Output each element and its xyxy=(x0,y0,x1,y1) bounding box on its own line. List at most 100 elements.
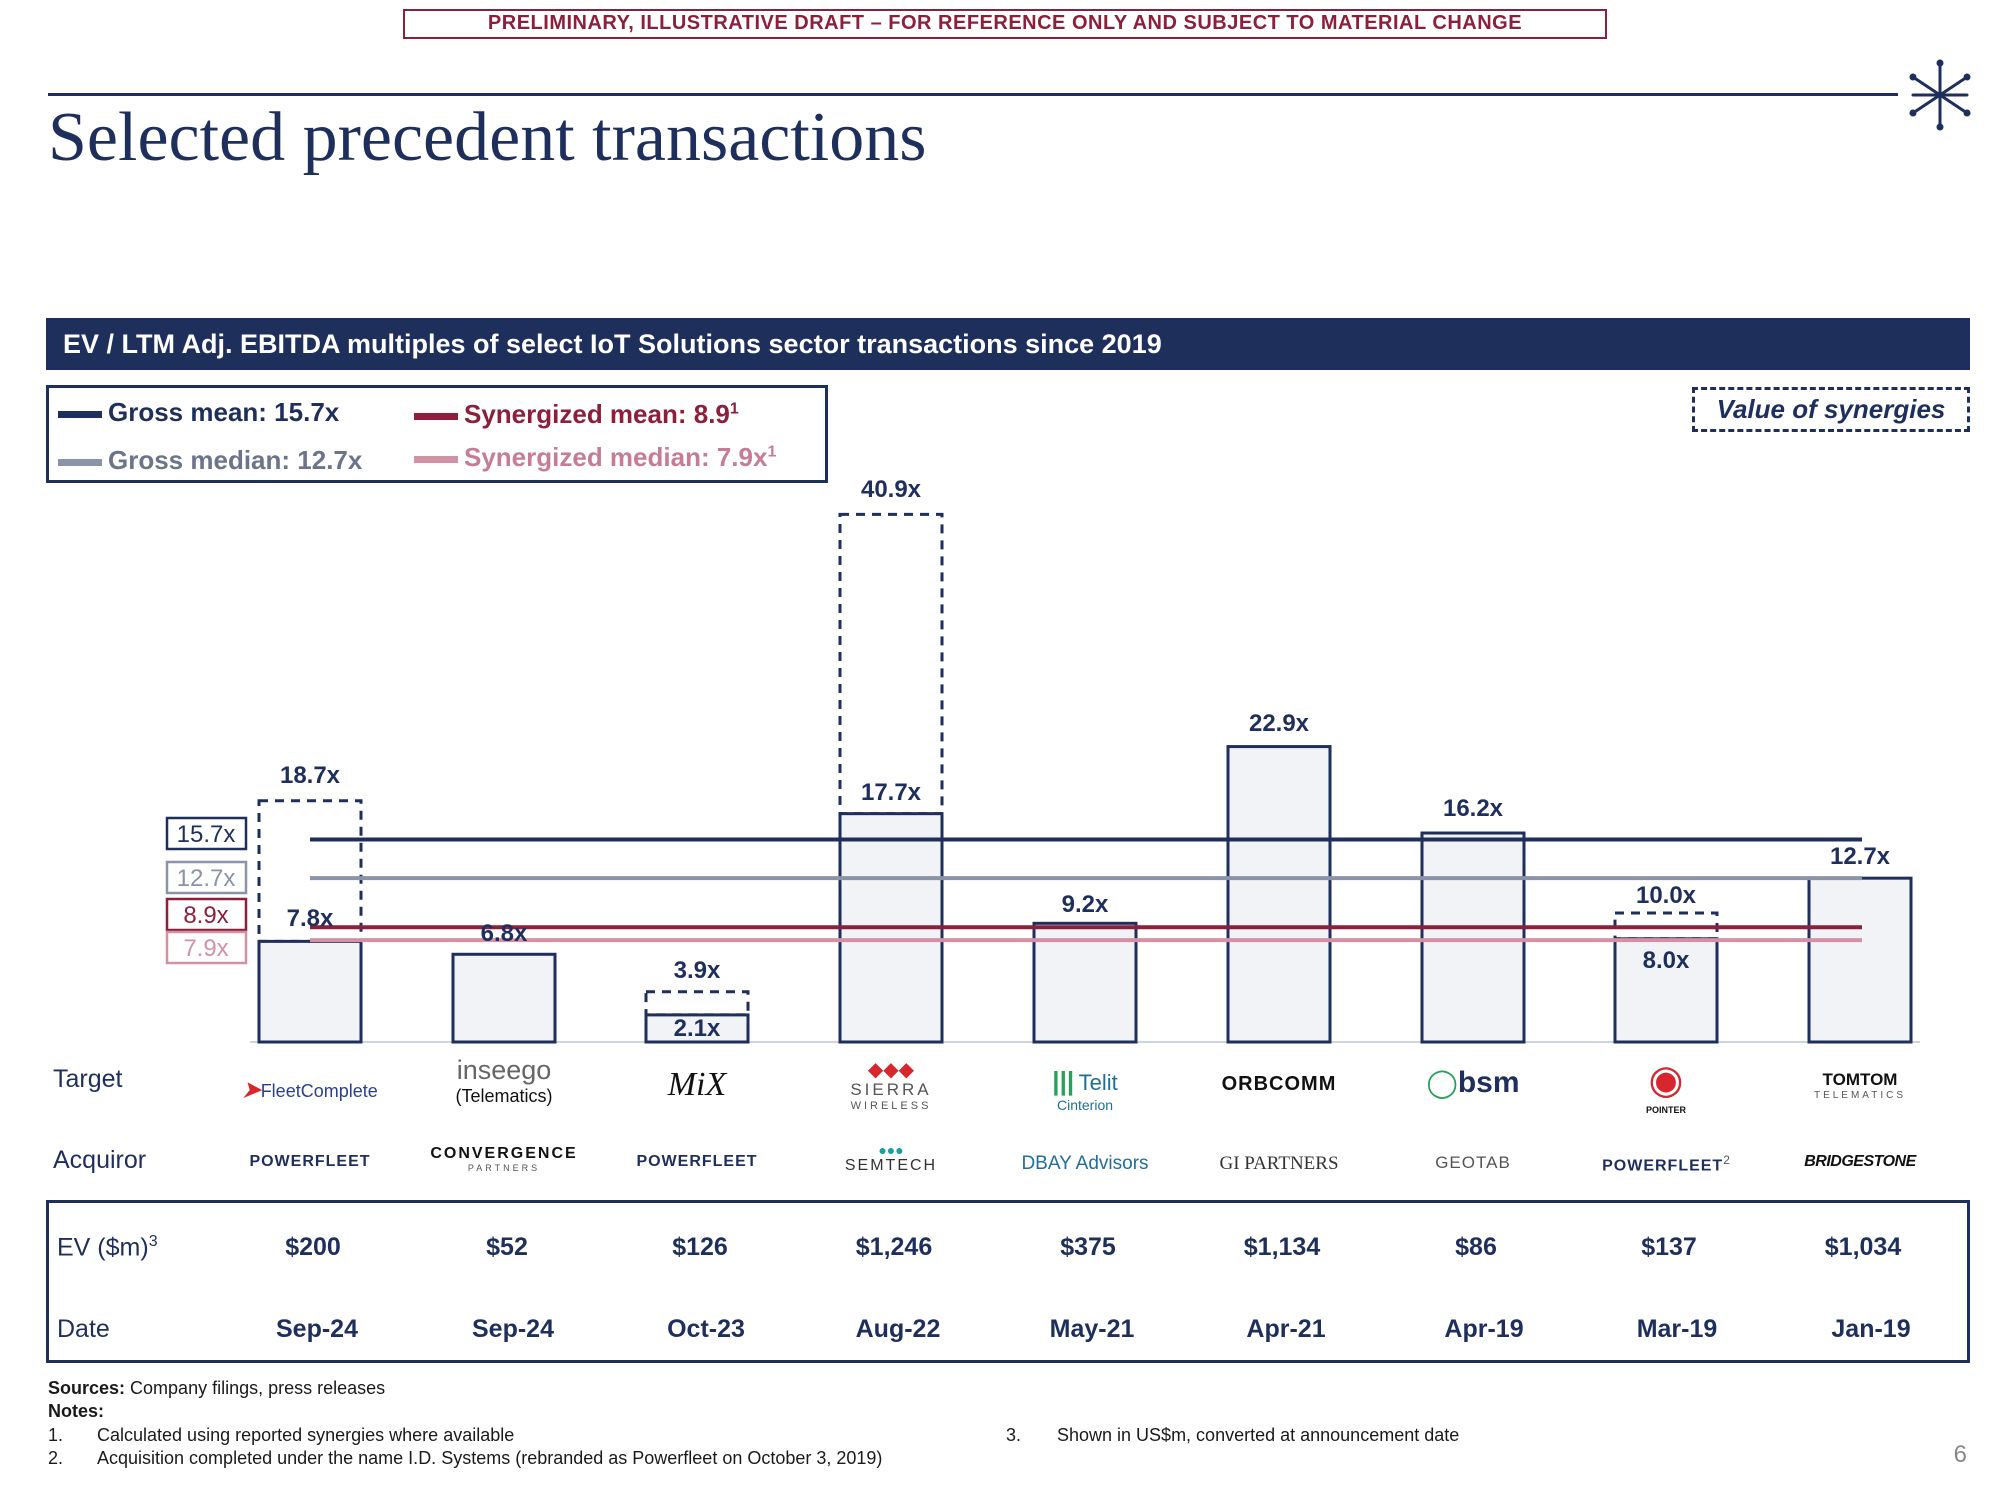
sources-note: Sources: Company filings, press releases xyxy=(48,1378,385,1399)
acquiror-name: CONVERGENCE xyxy=(430,1145,578,1162)
target-logo: ➤FleetComplete xyxy=(242,1077,378,1102)
target-logo: ||| Telit Cinterion xyxy=(1000,1066,1170,1113)
gross-data-label: 3.9x xyxy=(674,957,721,984)
footnote-marker: 1 xyxy=(729,400,739,418)
legend-swatch xyxy=(414,412,458,420)
acquiror-logo: CONVERGENCE PARTNERS xyxy=(419,1145,589,1173)
value-of-synergies-legend: Value of synergies xyxy=(1692,387,1970,432)
target-name: ORBCOMM xyxy=(1221,1073,1337,1095)
acquiror-name: POWERFLEET xyxy=(1602,1157,1724,1175)
target-name: inseego xyxy=(456,1055,552,1085)
reference-label: 15.7x xyxy=(177,821,236,848)
target-name: MiX xyxy=(667,1066,727,1103)
acquiror-name: POWERFLEET xyxy=(249,1153,371,1170)
date-cell: Sep-24 xyxy=(472,1315,554,1343)
reference-label: 8.9x xyxy=(183,902,228,929)
date-cell: Apr-19 xyxy=(1444,1315,1524,1343)
footnote-marker: 1 xyxy=(767,443,777,461)
gross-data-label: 40.9x xyxy=(861,476,922,503)
note-1: 1. Calculated using reported synergies wh… xyxy=(48,1425,514,1446)
date-cell: Sep-24 xyxy=(276,1315,358,1343)
date-cell: Apr-21 xyxy=(1246,1315,1326,1343)
ev-cell: $1,246 xyxy=(855,1233,933,1261)
date-cell: May-21 xyxy=(1049,1315,1135,1343)
acquiror-name: DBAY Advisors xyxy=(1021,1153,1149,1174)
gross-data-label: 10.0x xyxy=(1636,882,1697,909)
legend-swatch xyxy=(58,410,102,418)
legend-synergized-mean: Synergized mean: 8.91 xyxy=(414,399,739,430)
legend-gross-mean: Gross mean: 15.7x xyxy=(58,397,339,428)
data-label: 7.8x xyxy=(287,905,334,932)
reference-label: 7.9x xyxy=(183,935,228,962)
sources-text: Company filings, press releases xyxy=(130,1378,386,1398)
date-row-label: Date xyxy=(57,1315,110,1343)
target-subname: (Telematics) xyxy=(455,1086,553,1106)
ev-label-text: EV ($m) xyxy=(57,1233,149,1262)
target-name: POINTER xyxy=(1645,1105,1686,1115)
legend-label: Synergized mean: 8.9 xyxy=(464,399,730,429)
reference-label-box xyxy=(165,816,248,851)
target-subname: TELEMATICS xyxy=(1813,1090,1907,1101)
date-cell: Jan-19 xyxy=(1831,1315,1911,1343)
acquiror-logo: DBAY Advisors xyxy=(1000,1153,1170,1175)
note-number: 3. xyxy=(1006,1425,1022,1445)
date-cell: Oct-23 xyxy=(667,1315,745,1343)
ev-row-label: EV ($m)3 xyxy=(57,1233,158,1262)
target-name: FleetComplete xyxy=(260,1081,378,1101)
firm-logo-icon xyxy=(1909,59,1971,131)
target-name: Telit xyxy=(1078,1070,1118,1095)
data-label: 16.2x xyxy=(1443,795,1504,822)
ev-cell: $200 xyxy=(285,1233,341,1261)
target-row-label: Target xyxy=(53,1065,123,1093)
acquiror-logo: POWERFLEET xyxy=(225,1153,395,1171)
synergy-value-bar xyxy=(838,512,944,816)
legend-synergized-median: Synergized median: 7.9x1 xyxy=(414,442,776,473)
page-title: Selected precedent transactions xyxy=(48,99,927,176)
legend-swatch xyxy=(414,455,458,463)
legend-gross-median: Gross median: 12.7x xyxy=(58,445,362,476)
synergized-bar xyxy=(644,1013,750,1044)
target-logo: inseego (Telematics) xyxy=(419,1055,589,1107)
legend-label: Gross median: 12.7x xyxy=(108,445,363,475)
gross-data-label: 18.7x xyxy=(280,762,341,789)
page-number: 6 xyxy=(1953,1441,1967,1468)
reference-label: 12.7x xyxy=(177,865,236,892)
data-label: 8.0x xyxy=(1643,947,1690,974)
date-cell: Aug-22 xyxy=(855,1315,941,1343)
legend-label: Synergized median: 7.9x xyxy=(464,442,768,472)
note-number: 1. xyxy=(48,1425,64,1445)
acquiror-name: SEMTECH xyxy=(844,1157,938,1174)
acquiror-row-label: Acquiror xyxy=(53,1146,147,1174)
synergized-bar xyxy=(1032,921,1138,1044)
synergy-value-bar xyxy=(644,990,750,1017)
data-label: 12.7x xyxy=(1830,843,1891,870)
ev-cell: $52 xyxy=(486,1233,528,1261)
section-header: EV / LTM Adj. EBITDA multiples of select… xyxy=(46,318,1970,370)
chart-legend: Gross mean: 15.7x Gross median: 12.7x Sy… xyxy=(46,385,828,483)
legend-swatch xyxy=(58,458,102,466)
ev-cell: $375 xyxy=(1060,1233,1116,1261)
reference-label-box xyxy=(165,897,248,932)
note-number: 2. xyxy=(48,1448,64,1468)
acquiror-name: BRIDGESTONE xyxy=(1804,1153,1916,1170)
synergized-bar xyxy=(451,952,557,1044)
legend-label: Gross mean: 15.7x xyxy=(108,397,340,427)
note-2: 2. Acquisition completed under the name I… xyxy=(48,1448,882,1469)
note-text: Acquisition completed under the name I.D… xyxy=(97,1448,883,1468)
synergized-bar xyxy=(1420,831,1526,1044)
reference-label-box xyxy=(165,930,248,965)
acquiror-name: GEOTAB xyxy=(1435,1153,1511,1172)
notes-label: Notes: xyxy=(48,1401,105,1421)
target-logo: ORBCOMM xyxy=(1194,1073,1364,1096)
target-logo: ◆◆◆ SIERRA WIRELESS xyxy=(806,1060,976,1112)
date-cell: Mar-19 xyxy=(1636,1315,1718,1343)
sources-label: Sources: xyxy=(48,1378,126,1398)
draft-banner: PRELIMINARY, ILLUSTRATIVE DRAFT – FOR RE… xyxy=(403,9,1607,39)
reference-label-box xyxy=(165,860,248,895)
synergized-bar xyxy=(257,939,363,1044)
data-label: 6.8x xyxy=(481,920,528,947)
acquiror-logo: BRIDGESTONE xyxy=(1775,1153,1945,1171)
acquiror-logo: GI PARTNERS xyxy=(1194,1153,1364,1175)
acquiror-subname: PARTNERS xyxy=(467,1163,541,1173)
